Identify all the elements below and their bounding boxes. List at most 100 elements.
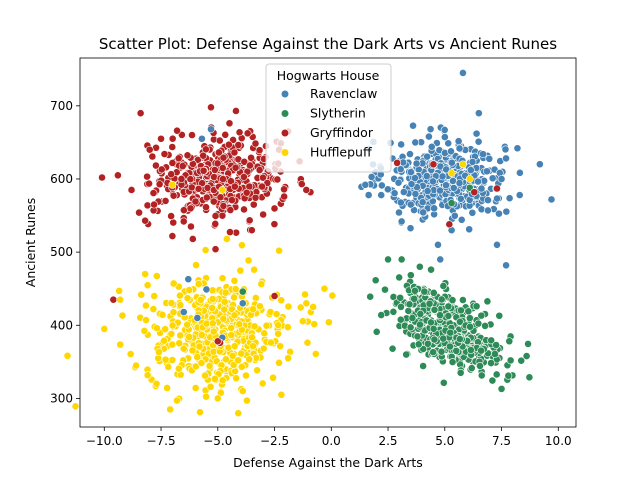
point-hufflepuff (152, 324, 161, 333)
point-hufflepuff (175, 339, 184, 348)
y-axis-label: Ancient Runes (23, 198, 38, 287)
point-gryffindor (225, 119, 234, 128)
point-hufflepuff (192, 261, 200, 269)
point-hufflepuff (183, 320, 192, 329)
point-hufflepuff (296, 303, 305, 312)
point-ravenclaw (411, 138, 420, 147)
point-hufflepuff (213, 394, 222, 403)
point-hufflepuff (116, 340, 125, 349)
point-slytherin (444, 302, 453, 311)
point-hufflepuff (168, 180, 177, 189)
point-slytherin (397, 302, 405, 311)
point-gryffindor (230, 148, 239, 157)
point-gryffindor (270, 204, 279, 213)
point-gryffindor (240, 205, 248, 214)
point-gryffindor (255, 146, 264, 155)
point-gryffindor (228, 196, 236, 205)
point-hufflepuff (140, 326, 149, 335)
point-ravenclaw (429, 177, 437, 186)
point-hufflepuff (242, 371, 250, 380)
points-layer (63, 69, 556, 418)
point-gryffindor (155, 180, 164, 189)
point-hufflepuff (283, 323, 292, 332)
point-ravenclaw (430, 204, 439, 213)
point-gryffindor (179, 206, 188, 215)
point-hufflepuff (150, 292, 159, 300)
point-hufflepuff (227, 323, 235, 332)
point-gryffindor (211, 212, 220, 220)
point-gryffindor (242, 188, 251, 197)
point-slytherin (487, 336, 496, 345)
point-gryffindor (152, 161, 160, 170)
point-ravenclaw (394, 178, 403, 187)
point-slytherin (429, 324, 438, 333)
point-hufflepuff (262, 321, 271, 330)
point-slytherin (420, 287, 429, 296)
point-ravenclaw (484, 196, 492, 205)
point-hufflepuff (220, 297, 229, 306)
point-hufflepuff (206, 382, 215, 391)
point-gryffindor (167, 170, 176, 179)
point-hufflepuff (303, 338, 312, 347)
point-gryffindor (226, 228, 234, 237)
point-slytherin (381, 285, 389, 294)
point-gryffindor (218, 164, 227, 172)
point-slytherin (447, 199, 456, 208)
point-hufflepuff (169, 279, 178, 288)
point-gryffindor (114, 171, 122, 180)
point-gryffindor (198, 179, 207, 188)
point-slytherin (425, 299, 434, 308)
point-ravenclaw (423, 152, 432, 161)
point-slytherin (504, 371, 513, 380)
legend-marker-slytherin (280, 109, 290, 118)
legend-label-gryffindor: Gryffindor (310, 125, 374, 140)
point-ravenclaw (419, 208, 428, 217)
point-hufflepuff (459, 160, 467, 169)
point-gryffindor (202, 203, 210, 212)
point-gryffindor (251, 139, 260, 148)
point-slytherin (397, 255, 406, 264)
point-ravenclaw (493, 194, 501, 203)
point-ravenclaw (515, 191, 524, 199)
point-gryffindor (187, 222, 195, 231)
point-ravenclaw (396, 165, 405, 174)
point-hufflepuff (208, 295, 217, 303)
point-hufflepuff (249, 305, 257, 314)
point-gryffindor (258, 182, 266, 191)
point-slytherin (405, 300, 414, 309)
point-hufflepuff (168, 356, 177, 364)
point-ravenclaw (418, 198, 427, 207)
point-gryffindor (219, 175, 227, 183)
point-hufflepuff (152, 272, 161, 280)
point-slytherin (477, 346, 486, 355)
point-gryffindor (218, 211, 227, 220)
point-gryffindor (207, 103, 215, 112)
point-hufflepuff (160, 336, 169, 345)
point-hufflepuff (179, 344, 188, 353)
point-hufflepuff (71, 402, 80, 411)
point-hufflepuff (234, 409, 243, 418)
point-slytherin (384, 255, 392, 264)
point-slytherin (522, 352, 531, 360)
point-hufflepuff (238, 241, 246, 250)
point-slytherin (448, 358, 457, 366)
point-ravenclaw (474, 137, 483, 146)
point-gryffindor (493, 184, 501, 193)
point-gryffindor (270, 292, 279, 300)
point-ravenclaw (493, 240, 501, 249)
point-gryffindor (243, 129, 252, 138)
point-ravenclaw (535, 160, 544, 169)
point-slytherin (465, 314, 474, 322)
legend-title: Hogwarts House (277, 68, 380, 83)
point-hufflepuff (205, 361, 214, 370)
point-gryffindor (226, 206, 235, 214)
point-hufflepuff (63, 351, 72, 360)
point-ravenclaw (449, 183, 458, 192)
legend-marker-hufflepuff (280, 148, 290, 157)
point-gryffindor (168, 143, 177, 151)
point-slytherin (406, 271, 415, 280)
point-gryffindor (143, 172, 151, 181)
point-slytherin (487, 359, 495, 367)
point-hufflepuff (197, 359, 206, 367)
point-hufflepuff (284, 354, 293, 363)
